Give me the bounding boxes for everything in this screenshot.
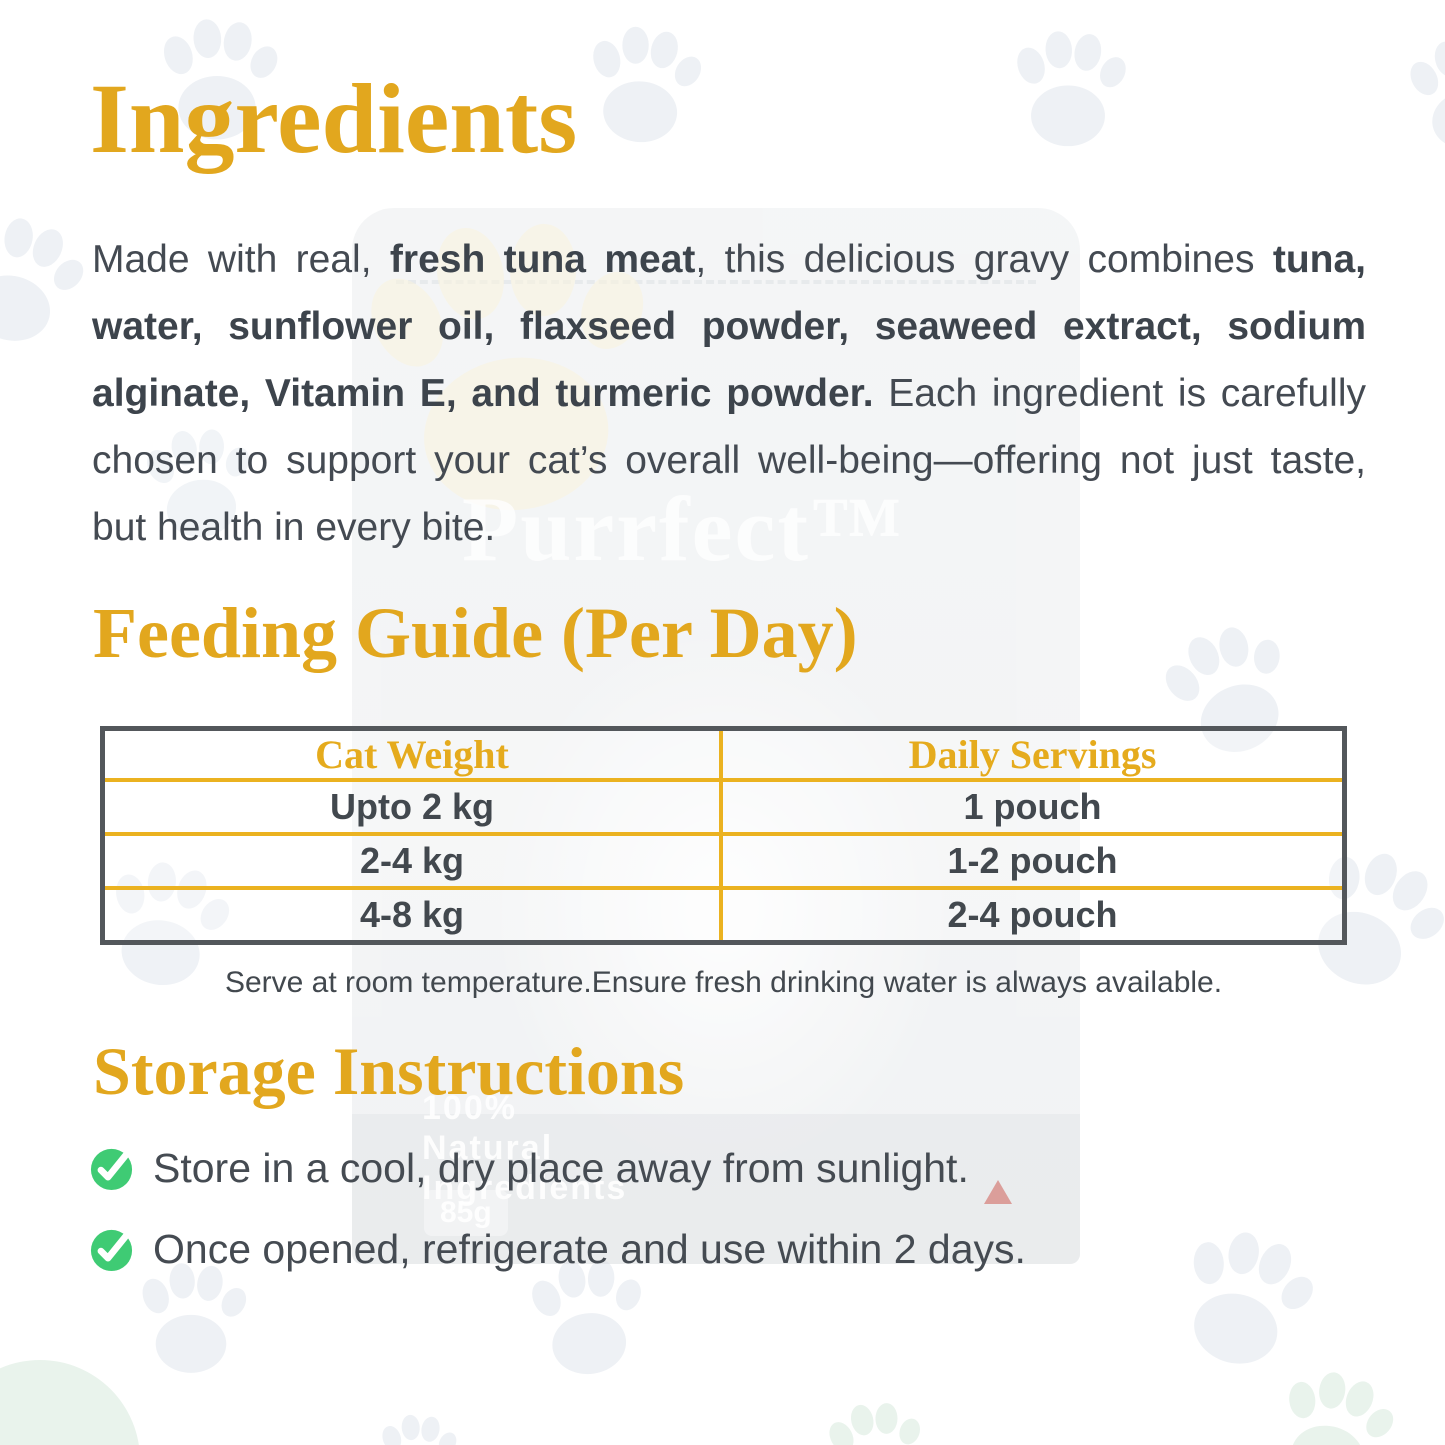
feeding-guide-title: Feeding Guide (Per Day) [93, 593, 858, 673]
storage-list: Store in a cool, dry place away from sun… [88, 1142, 1388, 1304]
table-cell-servings: 1-2 pouch [723, 836, 1342, 890]
table-cell-weight: 2-4 kg [105, 836, 723, 890]
para-seg: Made with real, [92, 238, 390, 281]
serving-note: Serve at room temperature.Ensure fresh d… [224, 966, 1223, 999]
table-cell-weight: Upto 2 kg [105, 782, 723, 836]
ingredients-paragraph: Made with real, fresh tuna meat, this de… [92, 226, 1366, 561]
paw-print-icon [0, 1391, 85, 1445]
checkmark-icon [90, 1229, 133, 1272]
para-seg: , this delicious gravy combines [695, 238, 1273, 281]
paw-print-icon [1257, 1360, 1408, 1445]
para-seg-bold: fresh tuna meat [389, 238, 696, 281]
paw-print-icon [1391, 28, 1445, 162]
paw-print-icon [572, 22, 712, 150]
storage-item-text: Once opened, refrigerate and use within … [153, 1226, 1026, 1272]
paw-print-icon [1002, 30, 1134, 149]
para-seg-bold: tuna, water, sunflower oil, flaxseed pow… [92, 238, 1366, 415]
storage-instructions-title: Storage Instructions [93, 1033, 685, 1109]
ingredients-title: Ingredients [90, 63, 578, 174]
table-header-cat-weight: Cat Weight [105, 731, 723, 782]
list-item: Once opened, refrigerate and use within … [88, 1223, 1388, 1275]
storage-item-text: Store in a cool, dry place away from sun… [153, 1145, 969, 1191]
table-header-daily-servings: Daily Servings [723, 731, 1342, 782]
paw-print-icon [813, 1394, 937, 1445]
table-cell-servings: 1 pouch [723, 782, 1342, 836]
paw-print-icon [0, 203, 101, 359]
para-seg: Each ingredient is carefully chosen to s… [92, 372, 1367, 549]
list-item: Store in a cool, dry place away from sun… [88, 1142, 1388, 1194]
paw-print-icon [372, 1414, 462, 1445]
feeding-guide-table: Cat Weight Daily Servings Upto 2 kg 1 po… [100, 726, 1347, 945]
table-cell-servings: 2-4 pouch [947, 894, 1118, 935]
green-blob-decor [0, 1360, 140, 1445]
table-cell-weight: 4-8 kg [105, 890, 723, 940]
checkmark-icon [90, 1148, 133, 1191]
